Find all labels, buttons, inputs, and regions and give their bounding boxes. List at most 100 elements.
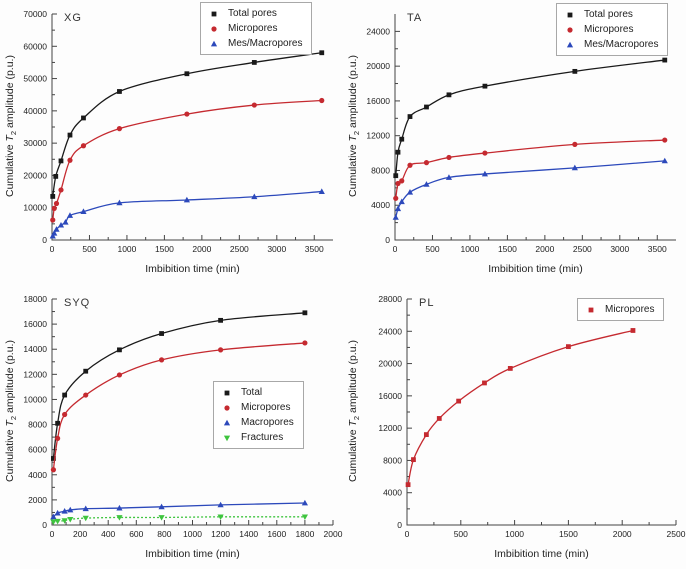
square-marker-icon	[588, 307, 594, 312]
data-point-marker	[51, 456, 56, 461]
data-point-marker	[217, 501, 224, 508]
y-tick-label: 4000	[28, 470, 47, 480]
data-point-marker	[481, 170, 489, 177]
data-point-marker	[661, 157, 668, 164]
data-point-marker	[423, 181, 430, 187]
y-axis-label: Cumulative T2 amplitude (p.u.)	[4, 340, 18, 482]
legend-label: Fractures	[241, 432, 284, 443]
y-tick-label: 18000	[23, 294, 47, 304]
legend-item-fractures: Fractures	[221, 430, 294, 445]
data-point-marker	[445, 174, 453, 180]
x-tick-label: 0	[50, 529, 55, 539]
data-point-marker	[218, 347, 224, 353]
legend-label: Total pores	[228, 8, 277, 19]
x-tick-label: 200	[73, 529, 87, 539]
data-point-marker	[398, 198, 405, 205]
y-axis-label-sub: 2	[352, 130, 362, 136]
panel-pl: 0 500 1000 1500 2000 2500 0 4000 8000 12000 16000 2…	[343, 285, 686, 569]
data-point-marker	[318, 188, 325, 194]
data-point-marker	[54, 509, 61, 516]
legend-label: Total pores	[584, 9, 633, 20]
x-axis-label: Imbibition time (min)	[145, 263, 240, 275]
data-point-marker	[218, 317, 223, 323]
x-tick-label: 1200	[211, 529, 230, 539]
data-point-marker	[223, 419, 231, 425]
axis-lines	[406, 299, 676, 526]
data-point-marker	[566, 344, 571, 350]
y-tick-label: 24000	[378, 326, 402, 336]
x-tick-label: 1500	[559, 529, 578, 539]
data-point-marker	[183, 196, 190, 203]
data-point-marker	[319, 50, 325, 56]
data-point-marker	[251, 193, 258, 200]
data-point-marker	[436, 416, 442, 421]
legend-item-micropores: Micropores	[564, 22, 658, 37]
data-point-marker	[405, 482, 411, 488]
panel-title: PL	[419, 297, 435, 309]
chart-canvas: 0 200 400 600 800 1000 1200 1400 1600 1800 2000 0 20…	[23, 294, 342, 539]
y-tick-label: 0	[397, 520, 402, 530]
triangle-down-marker-icon	[223, 435, 231, 441]
data-point-marker	[224, 390, 230, 395]
y-tick-label: 8000	[28, 420, 47, 430]
legend-item-micropores: Micropores	[208, 21, 302, 36]
data-point-marker	[251, 102, 257, 108]
x-tick-label: 800	[157, 529, 171, 539]
data-point-marker	[423, 432, 429, 437]
x-tick-label: 2500	[667, 529, 686, 539]
y-tick-label: 70000	[23, 9, 47, 19]
data-point-marker	[158, 357, 165, 363]
data-point-marker	[55, 435, 61, 441]
data-point-marker	[50, 513, 57, 520]
y-axis-label-var: T	[3, 420, 16, 427]
series-curve-mes-macropores	[395, 160, 665, 218]
legend-item-micropores: Micropores	[585, 302, 654, 317]
data-point-marker	[392, 214, 399, 220]
data-point-marker	[67, 506, 74, 513]
x-axis-label: Imbibition time (min)	[488, 263, 583, 275]
x-tick-label: 500	[454, 529, 468, 539]
data-point-marker	[67, 157, 73, 163]
data-point-marker	[57, 221, 65, 228]
x-tick-label: 2000	[535, 244, 554, 254]
data-point-marker	[423, 160, 430, 166]
legend-label: Micropores	[584, 24, 634, 35]
x-tick-label: 3000	[267, 244, 286, 254]
data-point-marker	[80, 143, 87, 149]
x-tick-label: 1500	[498, 244, 517, 254]
x-tick-label: 0	[405, 529, 410, 539]
legend: Total pores Micropores Mes/Macropores	[200, 2, 313, 55]
data-point-marker	[66, 212, 74, 218]
y-tick-label: 16000	[366, 96, 390, 106]
series-curve-total-pores	[395, 59, 665, 176]
square-marker-icon	[211, 11, 217, 16]
y-axis-label-text: Cumulative	[346, 141, 359, 197]
y-axis-label: Cumulative T2 amplitude (p.u.)	[347, 55, 361, 197]
x-tick-label: 2000	[613, 529, 632, 539]
data-point-marker	[116, 126, 123, 132]
data-point-marker	[50, 194, 56, 199]
triangle-up-marker-icon	[210, 40, 218, 46]
data-point-marker	[572, 68, 578, 74]
legend-item-mes-macropores: Mes/Macropores	[564, 37, 658, 52]
data-point-marker	[406, 188, 414, 195]
data-point-marker	[567, 26, 573, 33]
data-point-marker	[393, 195, 399, 201]
data-point-marker	[211, 25, 217, 32]
y-tick-label: 40000	[23, 106, 47, 116]
legend: Total pores Micropores Mes/Macropores	[556, 3, 669, 56]
data-point-marker	[662, 137, 668, 143]
data-point-marker	[395, 180, 401, 187]
data-point-marker	[53, 226, 60, 232]
data-point-marker	[302, 310, 308, 316]
y-tick-label: 14000	[23, 344, 47, 354]
x-tick-label: 2500	[573, 244, 592, 254]
data-point-marker	[566, 41, 574, 47]
y-tick-label: 16000	[23, 319, 47, 329]
data-point-marker	[50, 519, 57, 526]
panel-syq: 0 200 400 600 800 1000 1200 1400 1600 1800 2000 0 20…	[0, 285, 343, 569]
legend-label: Mes/Macropores	[228, 38, 303, 49]
data-point-marker	[399, 136, 405, 142]
y-tick-label: 0	[42, 520, 47, 530]
y-tick-label: 50000	[23, 74, 47, 84]
